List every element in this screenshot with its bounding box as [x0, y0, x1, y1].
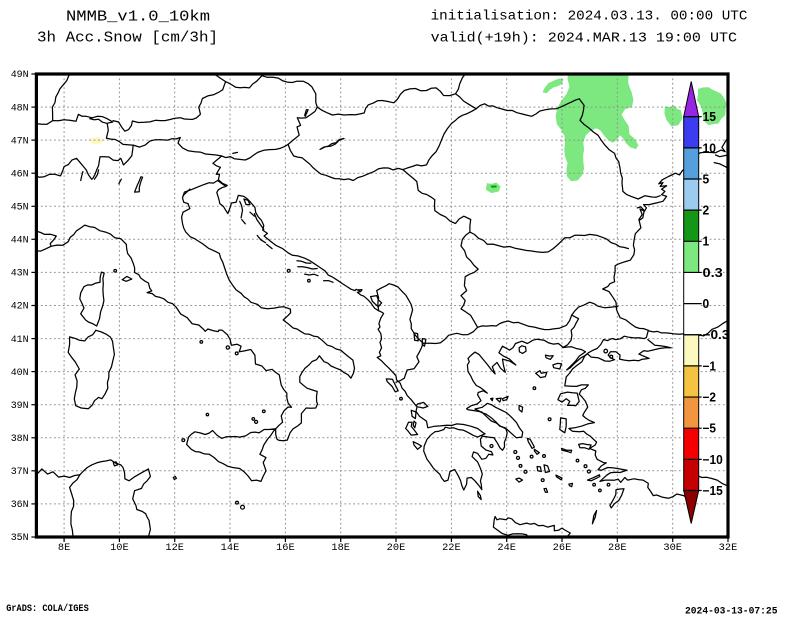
svg-text:36N: 36N — [11, 500, 29, 511]
svg-text:30E: 30E — [663, 543, 682, 554]
svg-text:0.3: 0.3 — [703, 266, 723, 280]
svg-text:GrADS: COLA/IGES: GrADS: COLA/IGES — [6, 603, 89, 615]
svg-text:42N: 42N — [11, 302, 29, 313]
svg-text:47N: 47N — [11, 136, 29, 147]
svg-text:valid(+19h): 2024.MAR.13 19:00: valid(+19h): 2024.MAR.13 19:00 UTC — [431, 31, 737, 47]
svg-text:10E: 10E — [110, 543, 129, 554]
svg-text:49N: 49N — [11, 70, 29, 81]
svg-text:initialisation: 2024.03.13. 0: initialisation: 2024.03.13. 00:00 UTC — [431, 9, 748, 25]
svg-text:32E: 32E — [719, 543, 738, 554]
svg-text:−2: −2 — [703, 390, 717, 404]
svg-text:12E: 12E — [165, 543, 184, 554]
svg-text:48N: 48N — [11, 103, 29, 114]
svg-text:15: 15 — [703, 110, 717, 124]
svg-text:24E: 24E — [497, 543, 516, 554]
svg-text:−10: −10 — [703, 453, 723, 467]
svg-text:−15: −15 — [703, 484, 723, 498]
svg-text:39N: 39N — [11, 401, 29, 412]
svg-text:46N: 46N — [11, 169, 29, 180]
svg-text:2024-03-13-07:25: 2024-03-13-07:25 — [685, 606, 778, 618]
svg-text:10: 10 — [703, 141, 717, 155]
svg-text:−0.3: −0.3 — [703, 328, 730, 342]
svg-text:40N: 40N — [11, 368, 29, 379]
svg-text:43N: 43N — [11, 269, 29, 280]
svg-text:3h Acc.Snow [cm/3h]: 3h Acc.Snow [cm/3h] — [37, 31, 218, 47]
svg-text:18E: 18E — [331, 543, 350, 554]
svg-text:−1: −1 — [703, 359, 717, 373]
svg-text:1: 1 — [703, 235, 710, 249]
svg-text:NMMB_v1.0_10km: NMMB_v1.0_10km — [66, 9, 210, 25]
svg-text:45N: 45N — [11, 203, 29, 214]
svg-text:16E: 16E — [276, 543, 295, 554]
svg-text:44N: 44N — [11, 236, 29, 247]
svg-text:5: 5 — [703, 172, 710, 186]
svg-text:41N: 41N — [11, 335, 29, 346]
svg-text:28E: 28E — [608, 543, 627, 554]
svg-text:35N: 35N — [11, 533, 29, 544]
svg-text:14E: 14E — [221, 543, 240, 554]
svg-text:37N: 37N — [11, 467, 29, 478]
svg-text:0: 0 — [703, 297, 710, 311]
svg-text:8E: 8E — [58, 543, 70, 554]
svg-text:22E: 22E — [442, 543, 461, 554]
svg-text:−5: −5 — [703, 422, 717, 436]
svg-text:20E: 20E — [387, 543, 406, 554]
svg-text:38N: 38N — [11, 434, 29, 445]
svg-text:26E: 26E — [553, 543, 572, 554]
svg-text:2: 2 — [703, 204, 710, 218]
